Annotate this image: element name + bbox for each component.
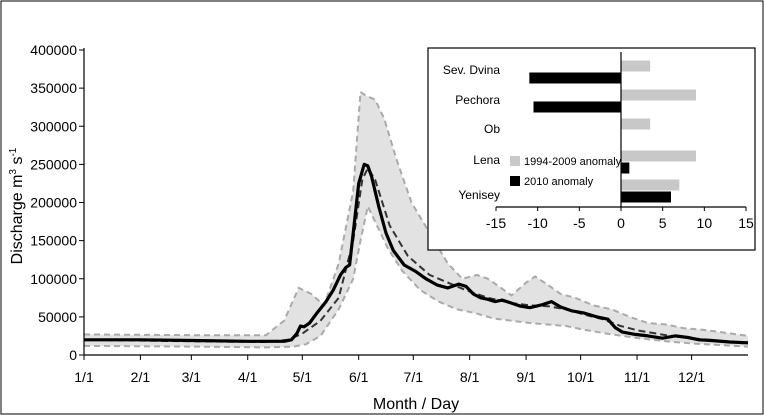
- x-tick-label: 2/1: [131, 369, 151, 385]
- inset-x-tick-label: 15: [738, 215, 754, 231]
- inset-x-axis: -15 -10 -5 0 5 10 15: [486, 52, 754, 231]
- inset-bars: [529, 60, 696, 203]
- y-tick-label: 400000: [30, 42, 77, 58]
- x-tick-label: 9/1: [516, 369, 536, 385]
- y-tick-label: 100000: [30, 271, 77, 287]
- inset-legend: 1994-2009 anomaly 2010 anomaly: [510, 156, 622, 188]
- bar-yenisey-1994-2009: [621, 179, 680, 191]
- bar-ob-1994-2009: [621, 118, 651, 130]
- inset-category-label: Pechora: [455, 93, 500, 107]
- bar-pechora-1994-2009: [621, 89, 696, 101]
- x-axis: 1/1 2/1 3/1 4/1 5/1 6/1 7/1 8/1 9/1 10/1 11/1 12/1: [74, 354, 748, 385]
- y-axis: 0 50000 100000 150000 200000 250000 300000 3500…: [30, 42, 85, 363]
- x-tick-label: 6/1: [349, 369, 369, 385]
- inset-category-labels: Sev. Dvina Pechora Ob Lena Yenisey: [443, 63, 500, 202]
- x-tick-label: 11/1: [624, 369, 650, 385]
- inset-x-tick-label: 0: [617, 215, 625, 231]
- x-tick-label: 12/1: [678, 369, 705, 385]
- inset-category-label: Yenisey: [458, 188, 500, 202]
- legend-swatch-2010: [510, 176, 520, 186]
- inset-x-tick-label: -15: [486, 215, 506, 231]
- range-band-lower-edge: [83, 203, 749, 349]
- y-tick-label: 150000: [30, 233, 77, 249]
- x-axis-title: Month / Day: [373, 396, 459, 413]
- inset-category-label: Sev. Dvina: [443, 63, 500, 77]
- x-tick-label: 8/1: [460, 369, 480, 385]
- inset-anomaly-chart: -15 -10 -5 0 5 10 15 Sev. Dvina Pechora Ob Lena Ye…: [427, 47, 756, 251]
- y-tick-label: 250000: [30, 156, 77, 172]
- bar-pechora-2010: [533, 101, 621, 113]
- y-tick-label: 0: [69, 347, 77, 363]
- legend-label-1994-2009: 1994-2009 anomaly: [524, 156, 622, 168]
- legend-label-2010: 2010 anomaly: [524, 176, 594, 188]
- x-tick-label: 10/1: [567, 369, 594, 385]
- x-tick-label: 7/1: [404, 369, 424, 385]
- inset-x-tick-label: -5: [573, 215, 586, 231]
- y-tick-label: 300000: [30, 118, 77, 134]
- bar-lena-2010: [621, 162, 630, 174]
- bar-lena-1994-2009: [621, 150, 696, 162]
- bar-sev-dvina-2010: [529, 72, 621, 84]
- inset-category-label: Ob: [484, 122, 500, 136]
- inset-category-label: Lena: [473, 153, 500, 167]
- x-tick-label: 5/1: [293, 369, 313, 385]
- x-tick-label: 4/1: [238, 369, 258, 385]
- bar-yenisey-2010: [621, 191, 671, 203]
- bar-sev-dvina-1994-2009: [621, 60, 651, 72]
- inset-x-tick-label: -10: [528, 215, 548, 231]
- x-tick-label: 3/1: [182, 369, 202, 385]
- y-tick-label: 350000: [30, 80, 77, 96]
- line-2010-solid: [84, 162, 749, 345]
- y-tick-label: 50000: [38, 309, 77, 325]
- y-axis-title: Discharge m3 s-1: [8, 147, 26, 264]
- x-tick-label: 1/1: [74, 369, 94, 385]
- inset-x-tick-label: 5: [659, 215, 667, 231]
- inset-x-tick-label: 10: [697, 215, 713, 231]
- mean-dashed-line: [83, 166, 749, 345]
- legend-swatch-1994-2009: [510, 156, 520, 166]
- range-band-upper-edge: [83, 90, 749, 337]
- range-band: [84, 91, 748, 348]
- y-tick-label: 200000: [30, 195, 77, 211]
- main-chart: 0 50000 100000 150000 200000 250000 300000 3500…: [8, 42, 749, 413]
